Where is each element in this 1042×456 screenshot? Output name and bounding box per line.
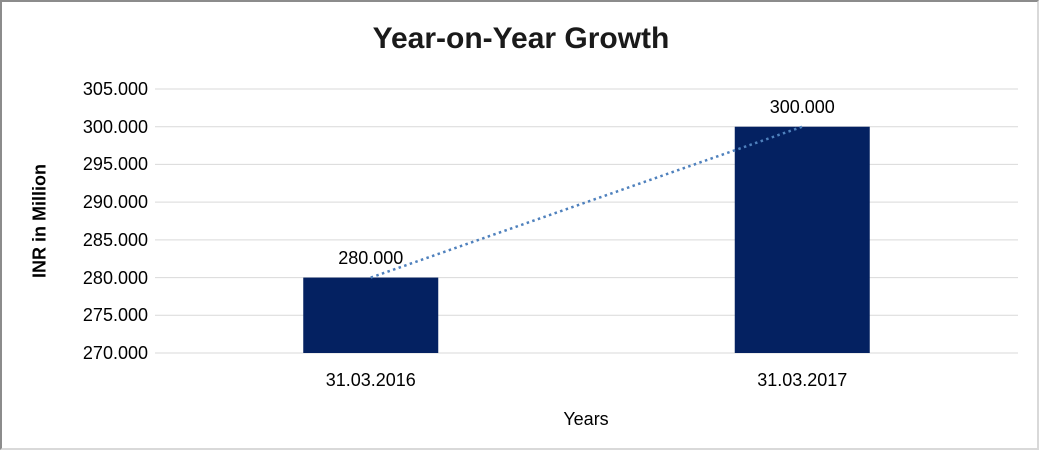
data-label: 280.000 (338, 247, 404, 268)
y-tick-label: 280.000 (82, 267, 148, 288)
y-tick-label: 275.000 (82, 305, 148, 326)
y-axis-title: INR in Million (29, 164, 50, 278)
x-tick-label: 31.03.2016 (325, 370, 416, 390)
x-tick-label: 31.03.2017 (757, 370, 848, 390)
y-tick-label: 305.000 (82, 79, 148, 99)
y-tick-label: 295.000 (82, 154, 148, 175)
bar (303, 277, 439, 353)
y-tick-label: 300.000 (82, 116, 148, 137)
y-tick-label: 285.000 (82, 229, 148, 250)
x-axis-title: Years (563, 409, 609, 429)
bar (734, 126, 870, 353)
chart-title: Year-on-Year Growth (372, 22, 670, 55)
data-label: 300.000 (769, 96, 835, 117)
y-tick-label: 290.000 (82, 192, 148, 213)
y-tick-label: 270.000 (82, 343, 148, 363)
